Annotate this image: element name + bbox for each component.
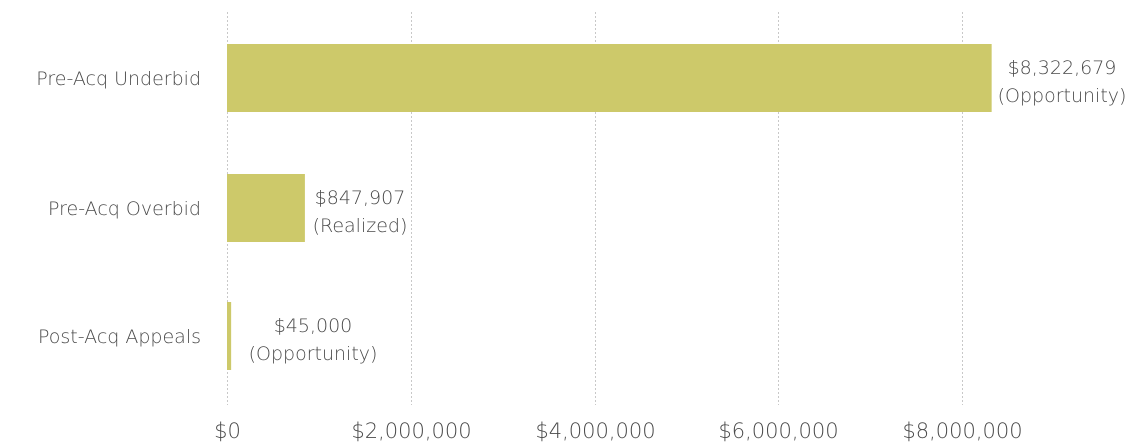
category-label: Pre-Acq Overbid [48,198,201,220]
data-label-value: $8,322,679 [1008,57,1117,79]
bar [227,174,305,242]
x-tick-label: $0 [214,419,241,443]
data-label-note: (Realized) [313,215,408,237]
x-tick-label: $2,000,000 [351,419,471,443]
x-tick-label: $6,000,000 [718,419,838,443]
category-label: Post-Acq Appeals [38,326,201,348]
data-label-note: (Opportunity) [998,85,1127,107]
bar [227,302,232,370]
data-label-note: (Opportunity) [249,343,378,365]
category-labels: Pre-Acq Underbid Pre-Acq Overbid Post-Acq … [36,68,201,348]
value-labels: $8,322,679 (Opportunity) $847,907 (Realized… [249,57,1127,365]
x-tick-label: $8,000,000 [902,419,1022,443]
bars [227,44,992,370]
x-tick-label: $4,000,000 [535,419,655,443]
category-label: Pre-Acq Underbid [36,68,201,90]
data-label-value: $847,907 [315,187,406,209]
data-label-value: $45,000 [274,315,353,337]
x-axis-tick-labels: $0 $2,000,000 $4,000,000 $6,000,000 $8,000,0… [214,419,1022,443]
bar [227,44,992,112]
